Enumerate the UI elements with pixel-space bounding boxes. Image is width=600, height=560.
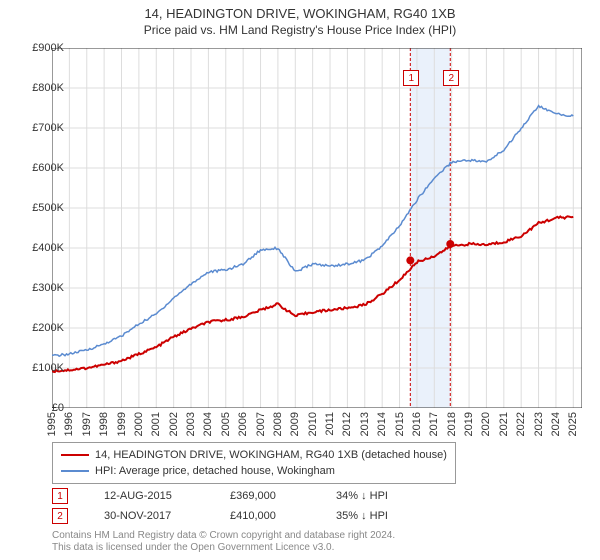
sale-marker-1: 1 [52,488,68,504]
x-tick-label: 2004 [202,412,214,436]
x-tick-label: 2024 [550,412,562,436]
x-tick-label: 2014 [376,412,388,436]
x-tick-label: 1996 [63,412,75,436]
table-row: 2 30-NOV-2017 £410,000 35% ↓ HPI [52,506,388,526]
sale-marker-2: 2 [52,508,68,524]
sale-price: £410,000 [230,510,300,522]
sale-date: 12-AUG-2015 [104,490,194,502]
page-title: 14, HEADINGTON DRIVE, WOKINGHAM, RG40 1X… [0,6,600,21]
x-tick-label: 2005 [220,412,232,436]
x-tick-label: 2003 [185,412,197,436]
x-tick-label: 2019 [463,412,475,436]
sale-delta: 34% ↓ HPI [336,490,388,502]
legend-swatch-property [61,454,89,456]
legend-label-property: 14, HEADINGTON DRIVE, WOKINGHAM, RG40 1X… [95,447,447,463]
sale-date: 30-NOV-2017 [104,510,194,522]
x-tick-label: 1998 [98,412,110,436]
x-tick-label: 2016 [411,412,423,436]
x-tick-label: 2009 [289,412,301,436]
y-tick-label: £700K [32,122,64,134]
chart-legend: 14, HEADINGTON DRIVE, WOKINGHAM, RG40 1X… [52,442,456,484]
x-tick-label: 1995 [46,412,58,436]
x-tick-label: 2011 [324,412,336,436]
x-tick-label: 2012 [341,412,353,436]
sales-table: 1 12-AUG-2015 £369,000 34% ↓ HPI 2 30-NO… [52,486,388,526]
x-tick-label: 2025 [567,412,579,436]
x-tick-label: 2021 [498,412,510,436]
sale-delta: 35% ↓ HPI [336,510,388,522]
y-tick-label: £300K [32,282,64,294]
x-tick-label: 1999 [116,412,128,436]
x-tick-label: 2015 [394,412,406,436]
x-tick-label: 2022 [515,412,527,436]
table-row: 1 12-AUG-2015 £369,000 34% ↓ HPI [52,486,388,506]
x-tick-label: 2013 [359,412,371,436]
legend-swatch-hpi [61,470,89,472]
x-tick-label: 1997 [81,412,93,436]
x-tick-label: 2000 [133,412,145,436]
x-tick-label: 2010 [307,412,319,436]
x-tick-label: 2023 [533,412,545,436]
y-tick-label: £800K [32,82,64,94]
sale-price: £369,000 [230,490,300,502]
x-tick-label: 2018 [446,412,458,436]
x-tick-label: 2017 [428,412,440,436]
x-tick-label: 2006 [237,412,249,436]
page-subtitle: Price paid vs. HM Land Registry's House … [0,23,600,37]
x-tick-label: 2008 [272,412,284,436]
x-tick-label: 2002 [168,412,180,436]
x-tick-label: 2001 [150,412,162,436]
y-tick-label: £400K [32,242,64,254]
y-tick-label: £200K [32,322,64,334]
legend-label-hpi: HPI: Average price, detached house, Woki… [95,463,335,479]
price-chart [52,48,582,408]
footnote: Contains HM Land Registry data © Crown c… [52,530,395,554]
y-tick-label: £100K [32,362,64,374]
chart-sale-marker: 1 [403,70,419,86]
chart-sale-marker: 2 [443,70,459,86]
x-tick-label: 2007 [255,412,267,436]
y-tick-label: £600K [32,162,64,174]
x-tick-label: 2020 [480,412,492,436]
y-tick-label: £900K [32,42,64,54]
y-tick-label: £500K [32,202,64,214]
